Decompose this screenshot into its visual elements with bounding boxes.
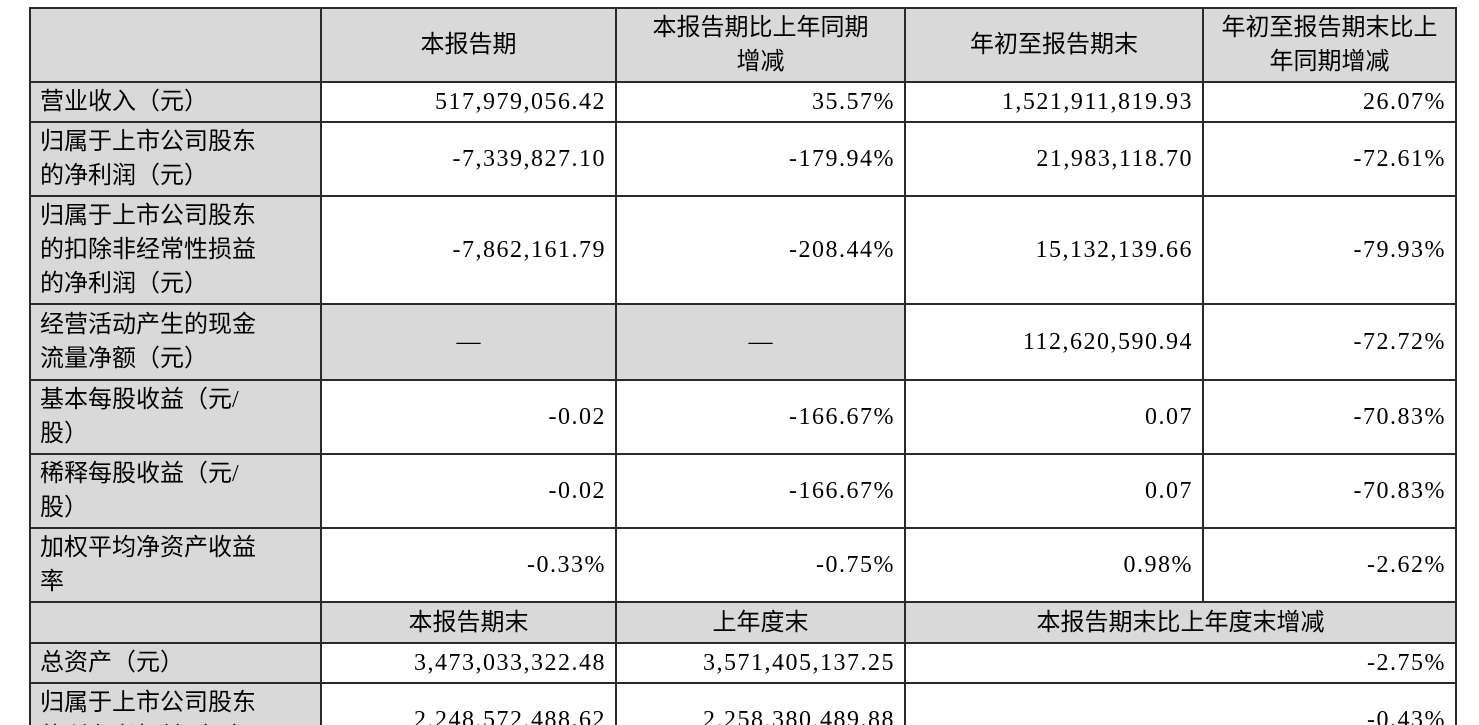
current-period-value: 517,979,056.42 <box>321 82 616 122</box>
subheader-cell-period-end: 本报告期末 <box>321 602 616 643</box>
current-period-value: -0.02 <box>321 380 616 454</box>
prev-year-end-value: 2,258,380,489.88 <box>616 683 905 725</box>
table-row-shareholders-equity: 归属于上市公司股东 的所有者权益（元） 2,248,572,488.62 2,2… <box>30 683 1456 725</box>
table-row-net-profit-excl-nonrecurring: 归属于上市公司股东 的扣除非经常性损益 的净利润（元） -7,862,161.7… <box>30 196 1456 304</box>
ytd-value: 15,132,139.66 <box>905 196 1203 304</box>
ytd-value: 112,620,590.94 <box>905 304 1203 380</box>
table-row-total-assets: 总资产（元） 3,473,033,322.48 3,571,405,137.25… <box>30 643 1456 683</box>
table-row-weighted-avg-roe: 加权平均净资产收益 率 -0.33% -0.75% 0.98% -2.62% <box>30 528 1456 602</box>
metric-label: 经营活动产生的现金 流量净额（元） <box>30 304 321 380</box>
change-value: -2.75% <box>905 643 1456 683</box>
header-cell-current-period: 本报告期 <box>321 8 616 82</box>
metric-label: 归属于上市公司股东 的所有者权益（元） <box>30 683 321 725</box>
subheader-cell-prev-year-end: 上年度末 <box>616 602 905 643</box>
table-row-revenue: 营业收入（元） 517,979,056.42 35.57% 1,521,911,… <box>30 82 1456 122</box>
ytd-yoy-change-value: 26.07% <box>1203 82 1456 122</box>
header-cell-yoy-change: 本报告期比上年同期 增减 <box>616 8 905 82</box>
current-period-value: -7,862,161.79 <box>321 196 616 304</box>
current-period-value: -0.33% <box>321 528 616 602</box>
ytd-yoy-change-value: -2.62% <box>1203 528 1456 602</box>
table-row-diluted-eps: 稀释每股收益（元/ 股） -0.02 -166.67% 0.07 -70.83% <box>30 454 1456 528</box>
yoy-change-value: 35.57% <box>616 82 905 122</box>
ytd-yoy-change-value: -72.61% <box>1203 122 1456 196</box>
metric-label: 基本每股收益（元/ 股） <box>30 380 321 454</box>
prev-year-end-value: 3,571,405,137.25 <box>616 643 905 683</box>
table-row-net-profit: 归属于上市公司股东 的净利润（元） -7,339,827.10 -179.94%… <box>30 122 1456 196</box>
table-row-operating-cash-flow: 经营活动产生的现金 流量净额（元） — — 112,620,590.94 -72… <box>30 304 1456 380</box>
financial-summary-table: 本报告期 本报告期比上年同期 增减 年初至报告期末 年初至报告期末比上 年同期增… <box>29 7 1457 725</box>
yoy-change-value-dash: — <box>616 304 905 380</box>
ytd-yoy-change-value: -79.93% <box>1203 196 1456 304</box>
subheader-cell-change-vs-prev-year-end: 本报告期末比上年度末增减 <box>905 602 1456 643</box>
yoy-change-value: -166.67% <box>616 380 905 454</box>
ytd-yoy-change-value: -72.72% <box>1203 304 1456 380</box>
yoy-change-value: -208.44% <box>616 196 905 304</box>
table-subheader-row: 本报告期末 上年度末 本报告期末比上年度末增减 <box>30 602 1456 643</box>
header-cell-empty <box>30 8 321 82</box>
change-value: -0.43% <box>905 683 1456 725</box>
current-period-value-dash: — <box>321 304 616 380</box>
header-cell-ytd: 年初至报告期末 <box>905 8 1203 82</box>
yoy-change-value: -166.67% <box>616 454 905 528</box>
ytd-value: 1,521,911,819.93 <box>905 82 1203 122</box>
ytd-value: 0.98% <box>905 528 1203 602</box>
yoy-change-value: -0.75% <box>616 528 905 602</box>
period-end-value: 3,473,033,322.48 <box>321 643 616 683</box>
ytd-value: 0.07 <box>905 454 1203 528</box>
metric-label: 归属于上市公司股东 的扣除非经常性损益 的净利润（元） <box>30 196 321 304</box>
current-period-value: -7,339,827.10 <box>321 122 616 196</box>
ytd-value: 0.07 <box>905 380 1203 454</box>
metric-label: 营业收入（元） <box>30 82 321 122</box>
metric-label: 归属于上市公司股东 的净利润（元） <box>30 122 321 196</box>
header-cell-ytd-yoy-change: 年初至报告期末比上 年同期增减 <box>1203 8 1456 82</box>
period-end-value: 2,248,572,488.62 <box>321 683 616 725</box>
table-header-row: 本报告期 本报告期比上年同期 增减 年初至报告期末 年初至报告期末比上 年同期增… <box>30 8 1456 82</box>
ytd-yoy-change-value: -70.83% <box>1203 454 1456 528</box>
table-row-basic-eps: 基本每股收益（元/ 股） -0.02 -166.67% 0.07 -70.83% <box>30 380 1456 454</box>
subheader-cell-empty <box>30 602 321 643</box>
metric-label: 总资产（元） <box>30 643 321 683</box>
metric-label: 稀释每股收益（元/ 股） <box>30 454 321 528</box>
yoy-change-value: -179.94% <box>616 122 905 196</box>
ytd-value: 21,983,118.70 <box>905 122 1203 196</box>
ytd-yoy-change-value: -70.83% <box>1203 380 1456 454</box>
current-period-value: -0.02 <box>321 454 616 528</box>
metric-label: 加权平均净资产收益 率 <box>30 528 321 602</box>
